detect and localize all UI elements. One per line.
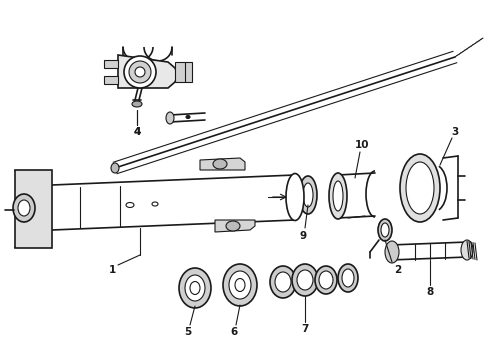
Polygon shape <box>15 170 52 248</box>
Ellipse shape <box>18 200 30 216</box>
Text: 2: 2 <box>394 265 402 275</box>
Polygon shape <box>118 55 178 88</box>
Ellipse shape <box>378 219 392 241</box>
Polygon shape <box>104 76 118 84</box>
Ellipse shape <box>124 56 156 88</box>
Ellipse shape <box>299 176 317 214</box>
Text: 9: 9 <box>299 231 307 241</box>
Ellipse shape <box>223 264 257 306</box>
Ellipse shape <box>129 61 151 83</box>
Ellipse shape <box>297 270 313 290</box>
Polygon shape <box>215 220 255 232</box>
Ellipse shape <box>270 266 296 298</box>
Ellipse shape <box>111 163 119 173</box>
Text: 3: 3 <box>451 127 459 137</box>
Polygon shape <box>200 158 245 170</box>
Ellipse shape <box>186 116 190 118</box>
Ellipse shape <box>13 194 35 222</box>
Ellipse shape <box>179 268 211 308</box>
Ellipse shape <box>406 162 434 214</box>
Ellipse shape <box>166 112 174 124</box>
Text: 7: 7 <box>301 324 309 334</box>
Ellipse shape <box>315 266 337 294</box>
Ellipse shape <box>135 67 145 77</box>
Ellipse shape <box>286 174 304 220</box>
Ellipse shape <box>338 264 358 292</box>
Ellipse shape <box>319 271 333 289</box>
Text: 6: 6 <box>230 327 238 337</box>
Text: 10: 10 <box>355 140 369 150</box>
Ellipse shape <box>229 271 251 299</box>
Text: 5: 5 <box>184 327 192 337</box>
Text: 1: 1 <box>108 265 116 275</box>
Ellipse shape <box>185 275 205 301</box>
Ellipse shape <box>303 183 313 207</box>
Text: 4: 4 <box>133 127 141 137</box>
Ellipse shape <box>132 101 142 107</box>
Text: 8: 8 <box>426 287 434 297</box>
Ellipse shape <box>333 181 343 211</box>
Ellipse shape <box>400 154 440 222</box>
Ellipse shape <box>213 159 227 169</box>
Ellipse shape <box>292 264 318 296</box>
Ellipse shape <box>275 272 291 292</box>
Ellipse shape <box>226 221 240 231</box>
Ellipse shape <box>461 240 473 260</box>
Ellipse shape <box>385 241 399 263</box>
Text: 4: 4 <box>133 127 141 137</box>
Ellipse shape <box>329 173 347 219</box>
Ellipse shape <box>342 269 354 287</box>
Polygon shape <box>175 62 192 82</box>
Polygon shape <box>104 60 118 68</box>
Ellipse shape <box>381 223 389 237</box>
